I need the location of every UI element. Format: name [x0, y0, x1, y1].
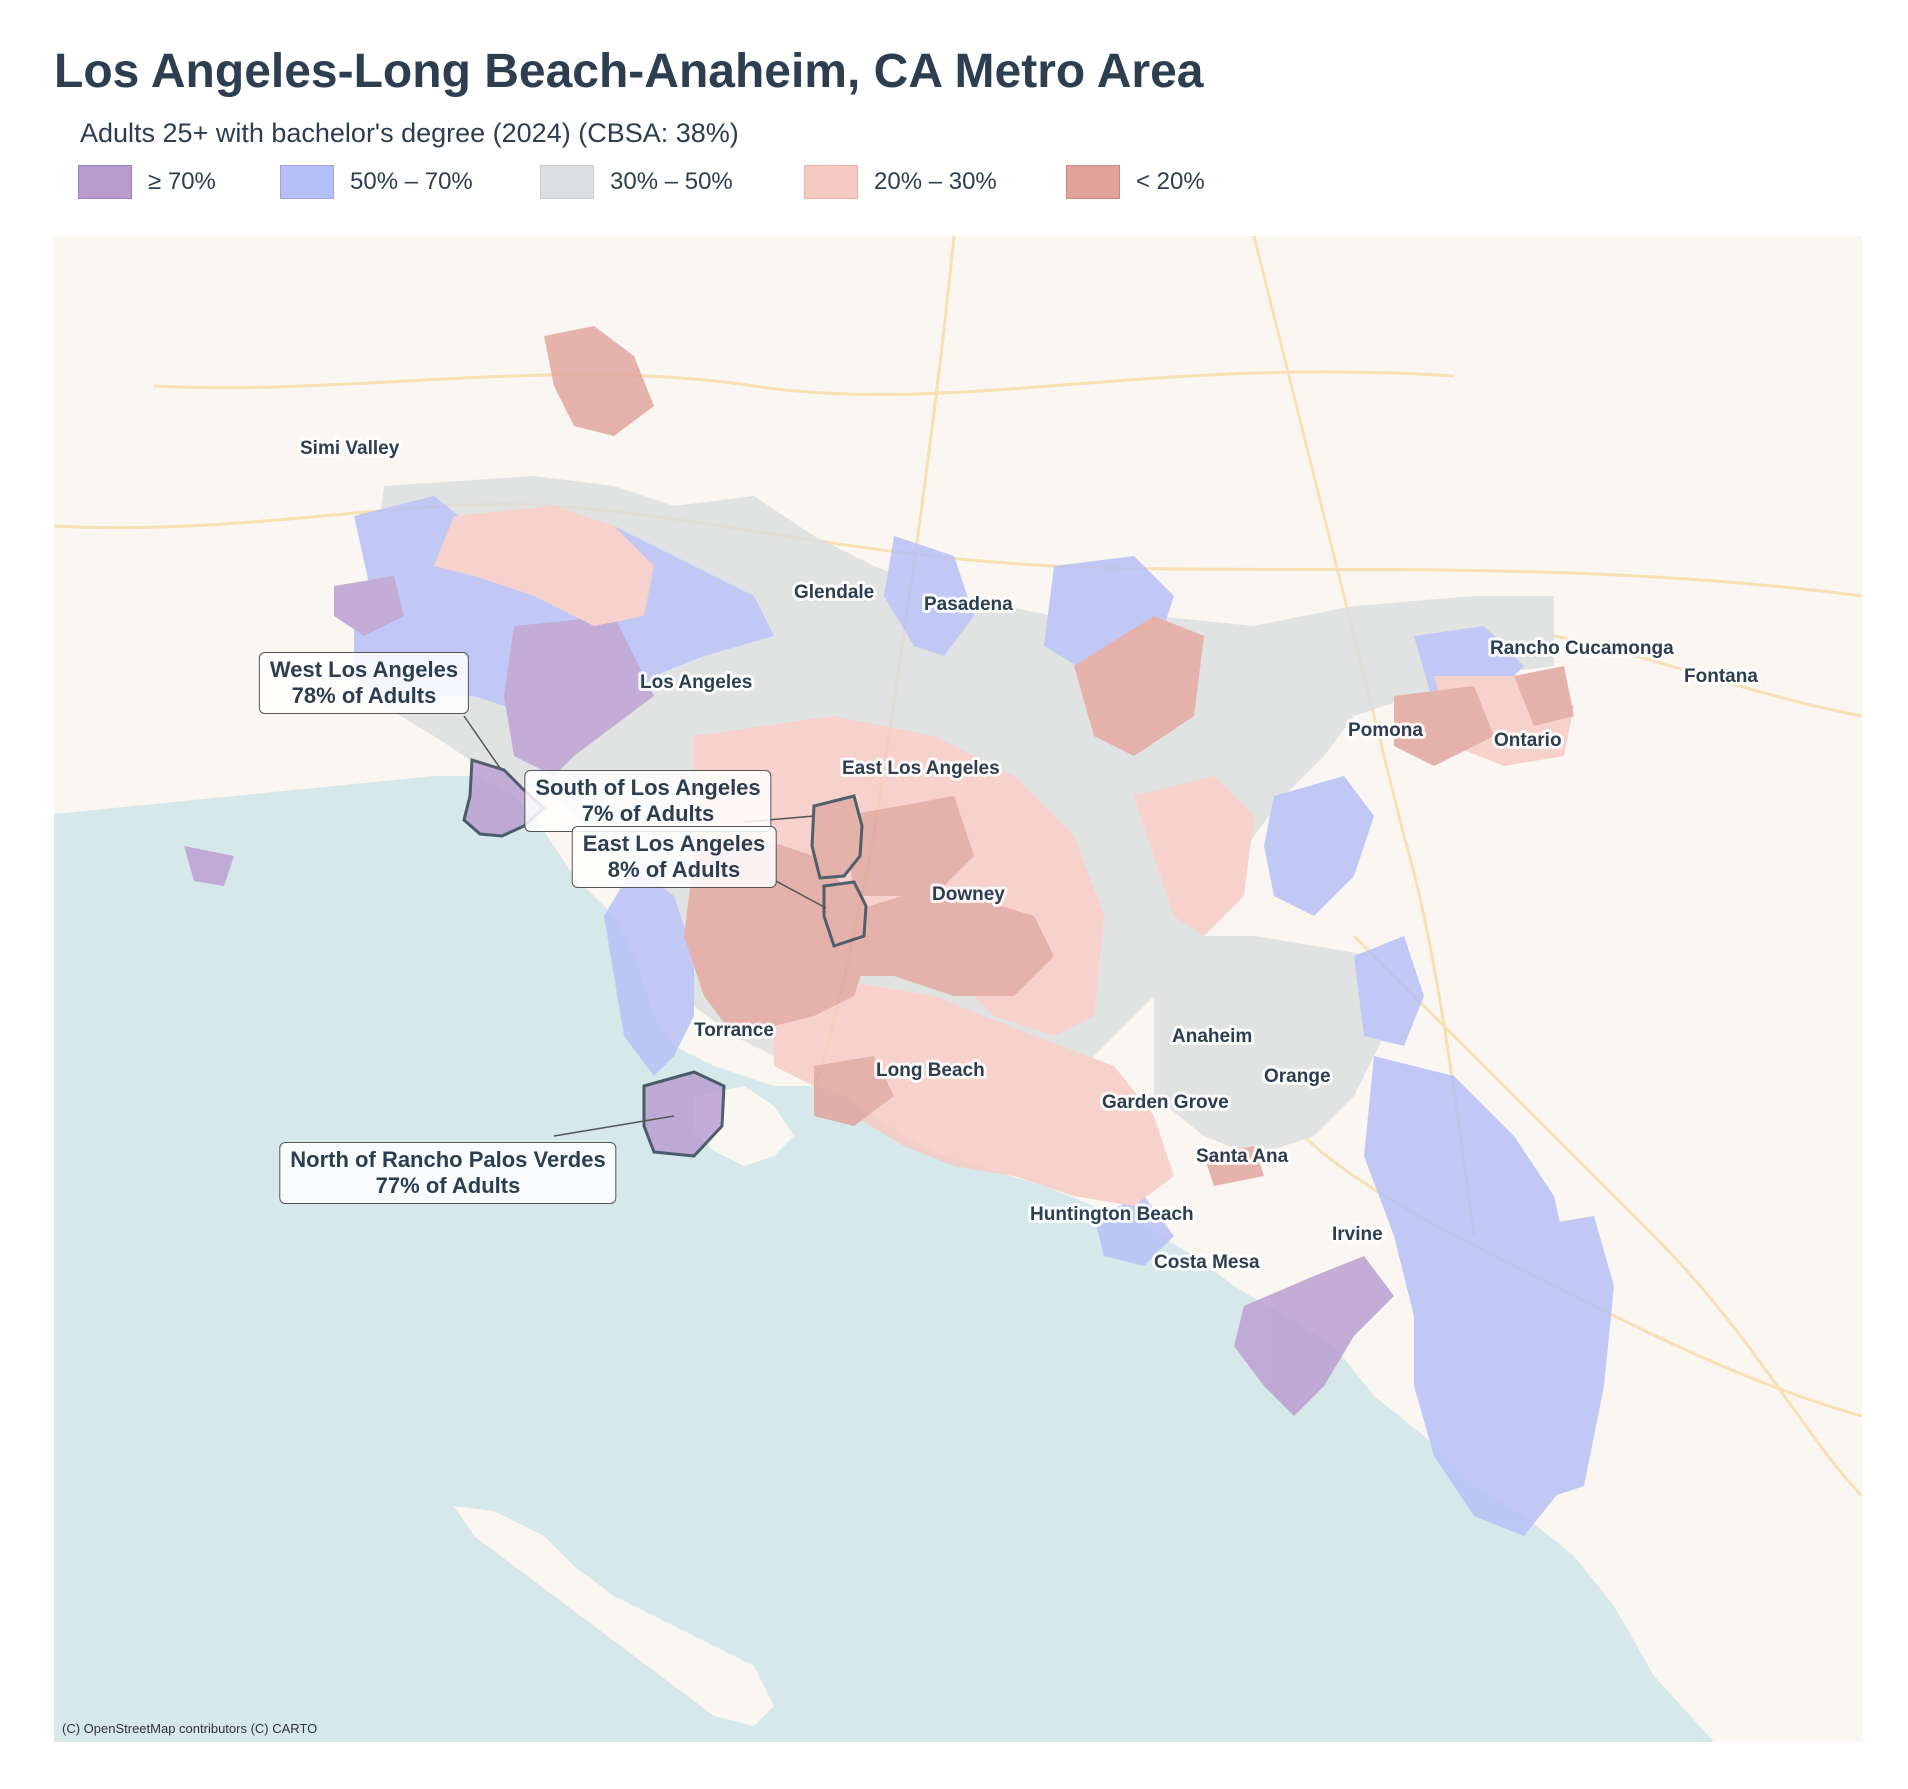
tract-purple — [334, 576, 404, 636]
callout-name: West Los Angeles — [269, 657, 459, 682]
tracts — [184, 326, 1614, 1536]
legend-label: < 20% — [1136, 168, 1205, 195]
callout-value: 8% of Adults — [607, 857, 741, 882]
city-label: Torrance — [694, 1020, 774, 1041]
callout-east-los-angeles: East Los Angeles 8% of Adults — [571, 826, 777, 888]
catalina-island — [454, 1506, 774, 1726]
callout-south-of-los-angeles: South of Los Angeles 7% of Adults — [524, 770, 772, 832]
legend-item: 50% – 70% — [280, 164, 473, 200]
city-labels: Simi Valley Glendale Pasadena Los Angele… — [297, 435, 1761, 1276]
highlight-west-los-angeles — [462, 757, 547, 838]
callout-value: 7% of Adults — [581, 801, 715, 826]
highlight-south-of-los-angeles — [810, 794, 864, 880]
legend-swatch — [804, 165, 858, 199]
legend-swatch — [78, 165, 132, 199]
city-label: Huntington Beach — [1030, 1204, 1194, 1225]
legend-label: 50% – 70% — [350, 168, 473, 195]
tract-purple — [184, 846, 234, 886]
callout-name: East Los Angeles — [582, 831, 766, 856]
tract-pink — [774, 976, 1174, 1206]
tract-pink — [1134, 776, 1254, 936]
city-label: Santa Ana — [1196, 1146, 1289, 1167]
tract-gray — [1154, 936, 1384, 1156]
tract-red — [814, 1056, 894, 1126]
roads — [54, 236, 1862, 1498]
legend-swatch — [280, 165, 334, 199]
legend-label: 30% – 50% — [610, 168, 733, 195]
tract-blue — [1474, 1216, 1614, 1496]
legend-subtitle: Adults 25+ with bachelor's degree (2024)… — [80, 118, 739, 148]
city-label: Ontario — [1494, 730, 1562, 751]
city-label: Long Beach — [876, 1060, 985, 1081]
legend-label: 20% – 30% — [874, 168, 997, 195]
callout-north-of-rancho-palos-verdes: North of Rancho Palos Verdes 77% of Adul… — [279, 1142, 617, 1204]
city-label: Costa Mesa — [1154, 1252, 1260, 1273]
page-title: Los Angeles-Long Beach-Anaheim, CA Metro… — [54, 45, 1204, 98]
tract-purple — [1234, 1256, 1394, 1416]
city-label: Anaheim — [1172, 1026, 1252, 1047]
city-label: East Los Angeles — [842, 758, 1000, 779]
callout-value: 77% of Adults — [375, 1173, 521, 1198]
city-label: Glendale — [794, 582, 874, 603]
tract-blue — [884, 536, 974, 656]
legend-swatch — [540, 165, 594, 199]
highlight-east-los-angeles — [822, 880, 868, 948]
tract-blue — [1354, 936, 1424, 1046]
city-label: Pomona — [1348, 720, 1423, 741]
tract-blue — [604, 866, 694, 1076]
tract-red — [1394, 686, 1494, 766]
legend-item: < 20% — [1066, 164, 1205, 200]
callout-name: South of Los Angeles — [535, 775, 761, 800]
callout-leaders — [463, 715, 827, 1137]
tract-red — [1204, 1146, 1264, 1186]
highlight-north-of-rancho-palos-verdes — [642, 1070, 726, 1158]
tract-red — [774, 886, 1054, 996]
city-label: Downey — [932, 884, 1005, 905]
tract-red — [844, 796, 974, 896]
tract-purple — [504, 616, 654, 776]
callout-west-los-angeles: West Los Angeles 78% of Adults — [258, 652, 470, 714]
city-label: Simi Valley — [300, 438, 400, 459]
legend-label: ≥ 70% — [148, 168, 216, 195]
tract-pink — [434, 506, 654, 626]
legend-item: ≥ 70% — [78, 164, 216, 200]
tract-blue — [1094, 1196, 1174, 1266]
map-svg: Simi Valley Glendale Pasadena Los Angele… — [54, 236, 1862, 1742]
city-label: Garden Grove — [1102, 1092, 1229, 1113]
legend-item: 20% – 30% — [804, 164, 997, 200]
city-label: Rancho Cucamonga — [1490, 638, 1674, 659]
city-label: Pasadena — [924, 594, 1013, 615]
city-label: Fontana — [1684, 666, 1758, 687]
city-label: Irvine — [1332, 1224, 1383, 1245]
tract-red — [1074, 616, 1204, 756]
callout-name: North of Rancho Palos Verdes — [290, 1147, 606, 1172]
city-label: Los Angeles — [640, 672, 752, 693]
map-attribution: (C) OpenStreetMap contributors (C) CARTO — [62, 1721, 318, 1736]
tract-red — [1514, 666, 1574, 726]
callout-value: 78% of Adults — [291, 683, 437, 708]
legend-swatch — [1066, 165, 1120, 199]
tract-blue — [1264, 776, 1374, 916]
map-canvas[interactable]: Simi Valley Glendale Pasadena Los Angele… — [54, 236, 1862, 1742]
legend-item: 30% – 50% — [540, 164, 733, 200]
tract-red — [544, 326, 654, 436]
city-label: Orange — [1264, 1066, 1331, 1087]
